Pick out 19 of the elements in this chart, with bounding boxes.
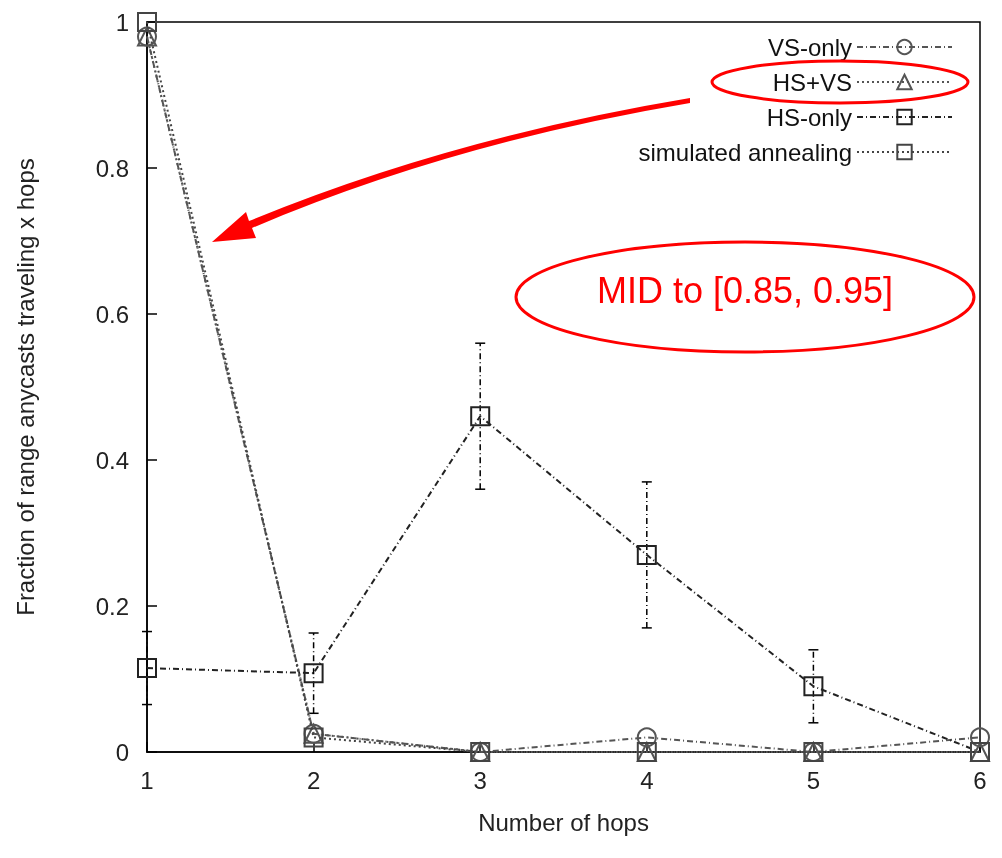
y-tick-label: 0.8 — [95, 154, 129, 182]
y-tick-label: 0.2 — [95, 592, 129, 620]
y-tick-label: 0 — [115, 738, 129, 766]
y-tick-label: 0.4 — [95, 446, 129, 474]
y-tick-label: 1 — [115, 8, 129, 36]
legend-label: HS+VS — [772, 68, 852, 96]
x-tick-label: 5 — [806, 766, 821, 794]
x-axis-title: Number of hops — [478, 808, 649, 836]
legend-label: VS-only — [767, 33, 852, 61]
x-tick-label: 6 — [973, 766, 987, 794]
legend-label: simulated annealing — [638, 138, 852, 166]
y-tick-label: 0.6 — [95, 300, 129, 328]
y-axis-title: Fraction of range anycasts traveling x hops — [11, 158, 39, 616]
x-tick-label: 1 — [140, 766, 154, 794]
x-tick-label: 4 — [640, 766, 654, 794]
annotation: MID to [0.85, 0.95] — [595, 270, 895, 312]
legend-label: HS-only — [766, 103, 852, 131]
x-tick-label: 3 — [473, 766, 487, 794]
x-tick-label: 2 — [306, 766, 321, 794]
